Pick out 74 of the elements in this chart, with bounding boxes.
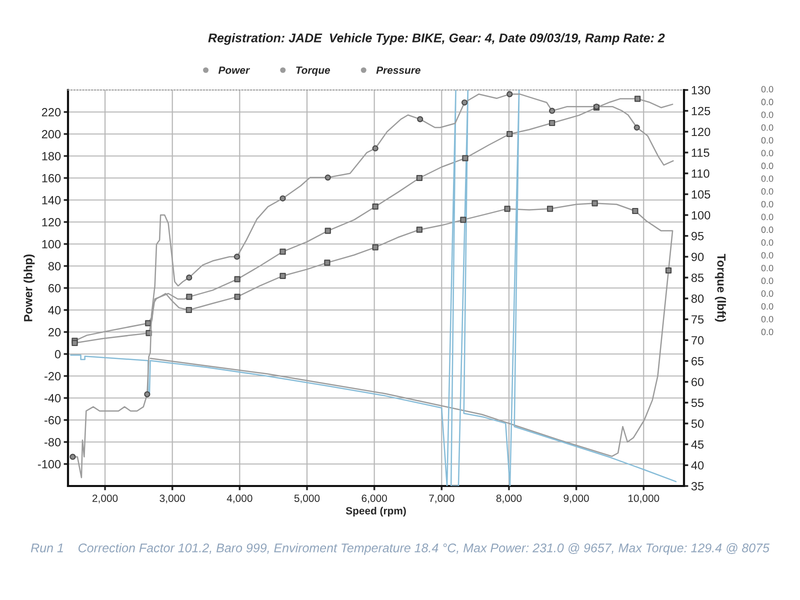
- text: 0.0: [761, 175, 774, 182]
- text: 0.0: [761, 239, 774, 246]
- y2-tick-label: 95: [692, 232, 704, 240]
- y2-tick-label: 50: [691, 420, 704, 428]
- text: 0.0: [761, 98, 774, 106]
- text: 0.0: [761, 316, 774, 322]
- y2-tick-label: 60: [692, 378, 704, 386]
- y2-tick-label: 55: [691, 398, 704, 408]
- y-tick-label: 0: [54, 350, 61, 358]
- x-tick-label: 6,000: [362, 494, 387, 504]
- y-tick-label: -100: [38, 460, 61, 468]
- y2-tick-label: 120: [692, 128, 710, 136]
- y-tick-label: 180: [42, 152, 61, 160]
- legend-label: Torque: [296, 66, 330, 76]
- text: 0.0: [761, 303, 774, 310]
- y-tick-label: 60: [48, 284, 61, 292]
- y-tick-label: 100: [42, 240, 61, 248]
- text: 0.0: [761, 252, 774, 258]
- y-tick-label: -60: [44, 416, 61, 424]
- text: 0.0: [761, 162, 774, 170]
- x-tick-label: 8,000: [496, 494, 522, 504]
- y-axis-title: Power (bhp): [24, 254, 35, 322]
- y2-tick-label: 75: [692, 315, 704, 324]
- x-tick-label: 10,000: [628, 494, 660, 504]
- y2-tick-label: 110: [692, 169, 710, 178]
- y2-axis-title: Torque (lbft): [714, 254, 726, 322]
- chart-title: Registration: JADE Vehicle Type: BIKE, Gear: 4, Date 09/03/19, Ramp Rate: 2: [208, 33, 665, 45]
- y-tick-label: -80: [44, 438, 61, 446]
- text: 0.0: [761, 188, 774, 195]
- y2-tick-label: 90: [692, 252, 704, 262]
- legend-label: Pressure: [376, 66, 420, 74]
- text: 0.0: [761, 264, 774, 272]
- x-tick-label: 9,000: [564, 494, 589, 504]
- y-tick-label: 40: [48, 306, 61, 314]
- text: 0.0: [761, 201, 774, 208]
- y2-tick-label: 85: [691, 274, 704, 282]
- y-tick-label: 140: [42, 196, 61, 204]
- y2-tick-label: 105: [692, 190, 710, 199]
- text: 0.0: [761, 86, 774, 92]
- x-tick-label: 2,000: [92, 494, 118, 504]
- y-tick-label: 200: [42, 130, 61, 138]
- y-tick-label: 120: [42, 218, 61, 226]
- text: 0.0: [761, 214, 774, 220]
- text: Run 1 Correction Factor 101.2, Baro 999, Enviroment Temperature 18.4 °C, Max Power: 231.0 @ 9657, Max Torque: 129.4 @ 8075: [30, 543, 770, 555]
- text: 0.0: [761, 226, 774, 233]
- y-tick-label: 20: [48, 328, 61, 336]
- y2-tick-label: 65: [692, 356, 704, 366]
- y2-tick-label: 100: [692, 211, 710, 220]
- y2-tick-label: 70: [692, 336, 704, 344]
- x-tick-label: 5,000: [294, 494, 320, 504]
- text: 0.0: [761, 137, 774, 144]
- y2-tick-label: 40: [691, 461, 704, 470]
- text: 0.0: [761, 150, 774, 156]
- text: 0.0: [761, 112, 774, 118]
- y-tick-label: -20: [44, 372, 61, 380]
- text: 0.0: [761, 278, 774, 284]
- text: 0.0: [761, 328, 774, 336]
- text: 0.0: [761, 124, 774, 131]
- x-tick-label: 3,000: [160, 494, 185, 504]
- y-tick-label: 80: [48, 262, 61, 270]
- y2-tick-label: 45: [691, 440, 704, 449]
- y2-tick-label: 80: [691, 294, 704, 303]
- y2-tick-label: 35: [691, 482, 704, 490]
- y2-tick-label: 115: [692, 148, 710, 157]
- text: 0.0: [761, 290, 774, 297]
- y-tick-label: -40: [44, 394, 61, 402]
- legend-label: Power: [218, 66, 250, 74]
- x-axis-title: Speed (rpm): [346, 506, 406, 517]
- x-tick-label: 4,000: [226, 494, 252, 504]
- y2-tick-label: 125: [692, 106, 710, 116]
- x-tick-label: 7,000: [429, 494, 454, 504]
- y-tick-label: 160: [42, 174, 61, 182]
- y-tick-label: 220: [42, 108, 61, 116]
- y2-tick-label: 130: [692, 86, 710, 94]
